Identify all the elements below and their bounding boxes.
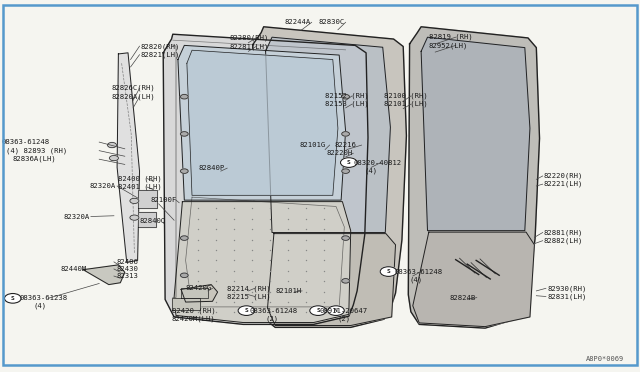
Text: 82430: 82430 [116,266,138,272]
Text: A8P0*0069: A8P0*0069 [586,356,624,362]
Bar [138,212,156,227]
Text: 82820(RH): 82820(RH) [141,43,180,50]
Polygon shape [187,50,338,195]
Text: 82821(LH): 82821(LH) [141,52,180,58]
Circle shape [342,279,349,283]
Polygon shape [253,27,406,327]
Circle shape [109,155,118,161]
Polygon shape [83,265,125,285]
Text: 82420 (RH): 82420 (RH) [172,307,215,314]
Text: 82100F: 82100F [150,197,177,203]
Text: 82101 (LH): 82101 (LH) [384,101,428,108]
Polygon shape [421,37,530,231]
Text: 82830C: 82830C [319,19,345,25]
Polygon shape [174,202,351,323]
Circle shape [180,169,188,173]
Text: 08363-61248: 08363-61248 [1,139,49,145]
Polygon shape [268,234,396,326]
Text: 82313: 82313 [116,273,138,279]
Text: 82244A: 82244A [285,19,311,25]
Circle shape [342,169,349,173]
Text: 82824B: 82824B [450,295,476,301]
Text: 82281(LH): 82281(LH) [229,43,269,50]
Polygon shape [408,27,540,328]
Circle shape [340,158,357,167]
Polygon shape [181,285,218,302]
Polygon shape [178,45,346,200]
Text: 08363-61248: 08363-61248 [250,308,298,314]
Text: 82952(LH): 82952(LH) [429,42,468,49]
Text: 82101H: 82101H [275,288,301,294]
Text: 82400 (RH): 82400 (RH) [118,175,162,182]
Circle shape [180,273,188,278]
Text: 82420M(LH): 82420M(LH) [172,315,215,322]
Circle shape [180,236,188,240]
Text: 82840Q: 82840Q [140,217,166,223]
Polygon shape [117,53,140,262]
Text: S: S [316,308,320,313]
Text: 82406: 82406 [116,259,138,265]
Circle shape [108,142,116,148]
Text: S: S [244,308,248,313]
Circle shape [342,94,349,99]
Text: 82220(RH): 82220(RH) [544,173,584,179]
Text: 82221(LH): 82221(LH) [544,181,584,187]
Text: 82220H: 82220H [326,150,353,156]
Circle shape [4,294,21,303]
Text: 82153 (LH): 82153 (LH) [325,101,369,108]
Text: 82882(LH): 82882(LH) [544,237,584,244]
Text: 82320A: 82320A [90,183,116,189]
Text: 82836A(LH): 82836A(LH) [13,156,56,163]
Circle shape [180,94,188,99]
Text: (2): (2) [337,315,351,322]
Text: 08911-20647: 08911-20647 [320,308,368,314]
Text: 82930(RH): 82930(RH) [547,285,587,292]
Text: 82100 (RH): 82100 (RH) [384,93,428,99]
Text: 82831(LH): 82831(LH) [547,293,587,300]
Text: 82152 (RH): 82152 (RH) [325,93,369,99]
Text: 08363-61238: 08363-61238 [19,295,67,301]
Polygon shape [413,232,534,327]
Circle shape [130,198,139,203]
Text: 82101G: 82101G [300,142,326,148]
Text: 82440M: 82440M [61,266,87,272]
Text: (4) 82893 (RH): (4) 82893 (RH) [6,147,68,154]
Text: (4): (4) [410,276,423,283]
Polygon shape [266,37,390,232]
Circle shape [238,306,255,315]
Text: (2): (2) [266,315,279,322]
Circle shape [328,306,344,315]
Text: 08320-40812: 08320-40812 [354,160,402,166]
Circle shape [342,236,349,240]
Text: 82420G: 82420G [186,285,212,291]
Text: 08363-61248: 08363-61248 [395,269,443,275]
Circle shape [130,215,139,220]
Bar [138,190,157,208]
Text: 82216: 82216 [335,142,356,148]
Circle shape [380,267,397,276]
Text: 82881(RH): 82881(RH) [544,229,584,236]
Bar [172,298,200,310]
Text: 82320A: 82320A [64,214,90,219]
Circle shape [310,306,326,315]
Text: S: S [387,269,390,274]
Text: 82826C(RH): 82826C(RH) [112,85,156,92]
Text: N: N [334,308,338,313]
Circle shape [342,132,349,136]
Text: 82820A(LH): 82820A(LH) [112,93,156,100]
Text: S: S [11,296,15,301]
Text: 82280(RH): 82280(RH) [229,35,269,41]
Text: 82401 (LH): 82401 (LH) [118,184,162,190]
Text: 82214 (RH): 82214 (RH) [227,285,271,292]
Circle shape [180,132,188,136]
Bar [181,288,208,298]
Text: (4): (4) [365,168,378,174]
Text: 82840P: 82840P [198,165,225,171]
Polygon shape [163,34,368,324]
Text: S: S [347,160,351,165]
Text: 82819 (RH): 82819 (RH) [429,34,472,41]
Text: (4): (4) [33,302,47,309]
Text: 82215 (LH): 82215 (LH) [227,293,271,300]
